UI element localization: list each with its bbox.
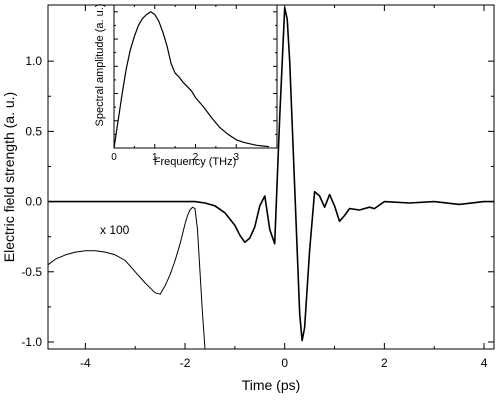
inset-y-axis-title: Spectral amplitude (a. u.)	[94, 4, 106, 127]
main-x-tick-label: -2	[180, 356, 191, 370]
inset-series-line-1	[113, 11, 269, 149]
y-axis-title: Electric field strength (a. u.)	[1, 92, 17, 262]
inset-x-axis-title: Frequency (THz)	[154, 156, 237, 168]
main-ticks: -4 -2 0 2 4 -1.0 -0.5 0.0 0.5 1.0	[21, 5, 494, 370]
main-y-tick-label: -0.5	[21, 265, 42, 279]
inset-ticks: 0 1 2 3	[111, 5, 277, 163]
inset-x-tick-label: 0	[111, 152, 117, 163]
main-plot: -4 -2 0 2 4 -1.0 -0.5 0.0 0.5 1.0 Time (ps) Elect…	[1, 4, 495, 393]
main-series-line-2	[47, 206, 206, 350]
inset-x-tick-label: 2	[193, 152, 199, 163]
main-x-tick-label: 0	[281, 356, 288, 370]
inset-x-tick-label: 1	[152, 152, 158, 163]
inset-series	[113, 11, 269, 149]
inset-plot: 0 1 2 3 Frequency (THz) Spectral amplitude …	[94, 4, 278, 168]
main-y-tick-label: 0.0	[25, 195, 42, 209]
main-y-tick-label: -1.0	[21, 335, 42, 349]
annotation-x100: x 100	[100, 223, 130, 237]
main-x-tick-label: 4	[481, 356, 488, 370]
x-axis-title: Time (ps)	[242, 377, 301, 393]
inset-plot-frame	[113, 4, 278, 149]
main-series	[47, 7, 494, 350]
main-series-line-1	[48, 7, 494, 342]
main-y-tick-label: 1.0	[25, 54, 42, 68]
main-y-tick-label: 0.5	[25, 124, 42, 138]
main-x-tick-label: 2	[381, 356, 388, 370]
inset-x-tick-label: 3	[233, 152, 239, 163]
main-x-tick-label: -4	[80, 356, 91, 370]
